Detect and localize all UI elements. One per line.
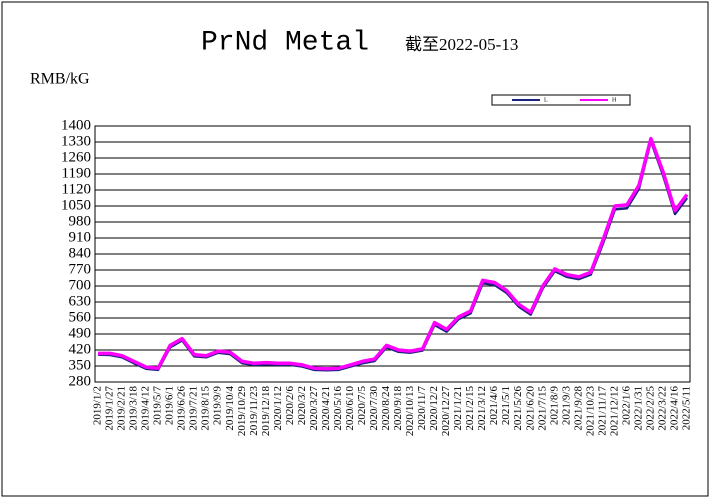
x-tick-label: 2019/6/26 xyxy=(176,386,188,431)
x-tick-label: 2020/7/30 xyxy=(368,386,380,431)
line-series xyxy=(98,136,689,371)
x-tick-label: 2020/1/12 xyxy=(272,386,284,431)
y-tick-label: 1400 xyxy=(61,117,91,133)
x-tick-label: 2019/6/1 xyxy=(164,386,176,425)
y-tick-label: 700 xyxy=(69,277,92,293)
chart-title: PrNd Metal xyxy=(201,27,369,58)
x-tick-label: 2019/12/18 xyxy=(260,386,272,437)
x-tick-label: 2019/11/23 xyxy=(248,386,260,436)
x-tick-label: 2021/6/20 xyxy=(524,386,536,431)
y-tick-label: 980 xyxy=(69,213,92,229)
x-tick-label: 2019/9/9 xyxy=(212,386,224,426)
x-tick-label: 2022/5/11 xyxy=(681,386,693,430)
x-tick-label: 2021/10/23 xyxy=(584,386,596,437)
x-tick-label: 2019/2/21 xyxy=(116,386,128,431)
y-tick-label: 1120 xyxy=(62,181,91,197)
x-tick-label: 2021/9/3 xyxy=(560,386,572,426)
y-axis-label: RMB/kG xyxy=(30,71,90,88)
y-tick-label: 1260 xyxy=(61,149,91,165)
x-tick-label: 2019/3/18 xyxy=(128,386,140,431)
x-tick-label: 2020/12/27 xyxy=(440,386,452,437)
x-tick-label: 2021/9/28 xyxy=(572,386,584,431)
y-tick-label: 630 xyxy=(69,293,92,309)
x-tick-label: 2020/12/2 xyxy=(428,386,440,431)
legend-box xyxy=(491,94,631,106)
x-tick-label: 2021/4/6 xyxy=(488,386,500,426)
x-tick-label: 2022/1/6 xyxy=(620,386,632,426)
legend-label: L xyxy=(544,97,548,103)
x-tick-label: 2019/10/29 xyxy=(236,386,248,437)
x-tick-label: 2020/3/2 xyxy=(296,386,308,425)
x-tick-label: 2019/1/27 xyxy=(104,386,116,431)
x-tick-label: 2019/5/7 xyxy=(152,386,164,426)
y-tick-label: 280 xyxy=(69,373,92,389)
x-tick-label: 2021/3/12 xyxy=(476,386,488,431)
x-tick-label: 2020/6/10 xyxy=(344,386,356,431)
legend-label: H xyxy=(612,97,617,103)
x-tick-label: 2022/3/22 xyxy=(656,386,668,431)
x-tick-label: 2020/3/27 xyxy=(308,386,320,431)
x-tick-label: 2022/4/16 xyxy=(669,386,681,431)
x-tick-label: 2021/12/12 xyxy=(608,386,620,436)
plot-border xyxy=(94,125,691,383)
x-tick-label: 2021/7/15 xyxy=(536,386,548,431)
x-tick-label: 2021/1/21 xyxy=(452,386,464,431)
x-tick-label: 2021/11/17 xyxy=(596,386,608,436)
x-tick-label: 2019/8/15 xyxy=(200,386,212,431)
x-tick-label: 2022/1/31 xyxy=(632,386,644,431)
x-tick-label: 2021/5/1 xyxy=(500,386,512,425)
x-tick-label: 2020/10/13 xyxy=(404,386,416,437)
x-tick-label: 2021/2/15 xyxy=(464,386,476,431)
x-tick-label: 2021/8/9 xyxy=(548,386,560,426)
x-tick-label: 2019/1/2 xyxy=(92,386,104,425)
x-tick-label: 2019/7/21 xyxy=(188,386,200,431)
y-tick-label: 490 xyxy=(69,325,92,341)
x-tick-label: 2020/4/21 xyxy=(320,386,332,431)
y-tick-label: 350 xyxy=(69,357,92,373)
y-tick-label: 910 xyxy=(69,229,92,245)
x-tick-label: 2021/5/26 xyxy=(512,386,524,431)
x-tick-label: 2019/4/12 xyxy=(140,386,152,431)
y-tick-label: 420 xyxy=(69,341,92,357)
chart-subtitle: 截至2022-05-13 xyxy=(405,35,518,54)
y-tick-label: 1190 xyxy=(62,165,91,181)
y-tick-label: 560 xyxy=(69,309,92,325)
y-tick-label: 840 xyxy=(69,245,92,261)
x-tick-label: 2020/7/5 xyxy=(356,386,368,426)
y-tick-label: 770 xyxy=(69,261,92,277)
x-tick-label: 2020/9/18 xyxy=(392,386,404,431)
y-tick-label: 1330 xyxy=(61,133,91,149)
frame xyxy=(1,1,709,497)
y-tick-label: 1050 xyxy=(61,197,91,213)
x-tick-label: 2022/2/25 xyxy=(644,386,656,431)
x-tick-label: 2020/2/6 xyxy=(284,386,296,426)
x-tick-label: 2020/5/16 xyxy=(332,386,344,431)
x-tick-label: 2020/11/7 xyxy=(416,386,428,431)
x-tick-label: 2020/8/24 xyxy=(380,386,392,431)
x-tick-label: 2019/10/4 xyxy=(224,386,236,431)
